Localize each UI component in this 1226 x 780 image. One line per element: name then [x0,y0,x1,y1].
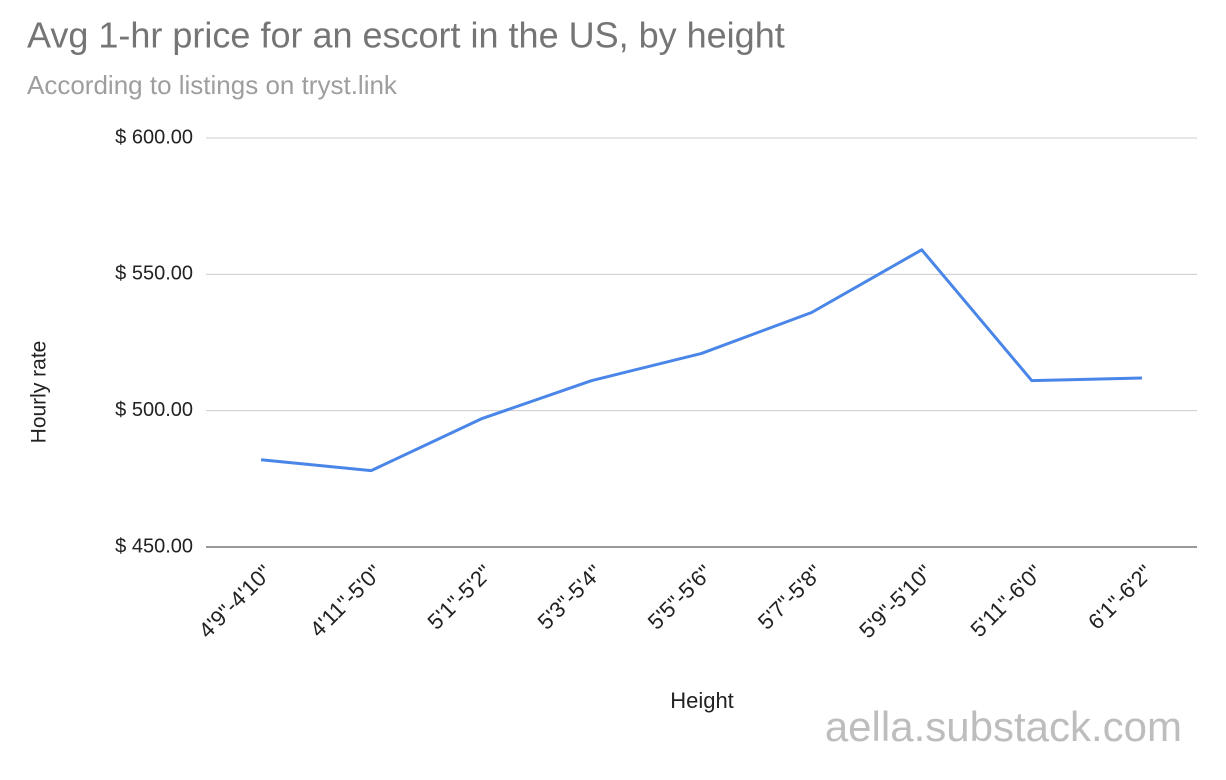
y-axis-label: Hourly rate [28,341,51,444]
x-axis-label: Height [670,688,734,713]
watermark: aella.substack.com [825,703,1182,750]
y-tick-label: $ 600.00 [115,126,193,148]
y-tick-label: $ 550.00 [115,263,193,285]
line-series [260,248,1142,473]
chart-title: Avg 1-hr price for an escort in the US, … [27,15,785,56]
chart-subtitle: According to listings on tryst.link [27,70,398,100]
y-tick-label: $ 450.00 [115,535,193,557]
y-tick-label: $ 500.00 [115,399,193,421]
